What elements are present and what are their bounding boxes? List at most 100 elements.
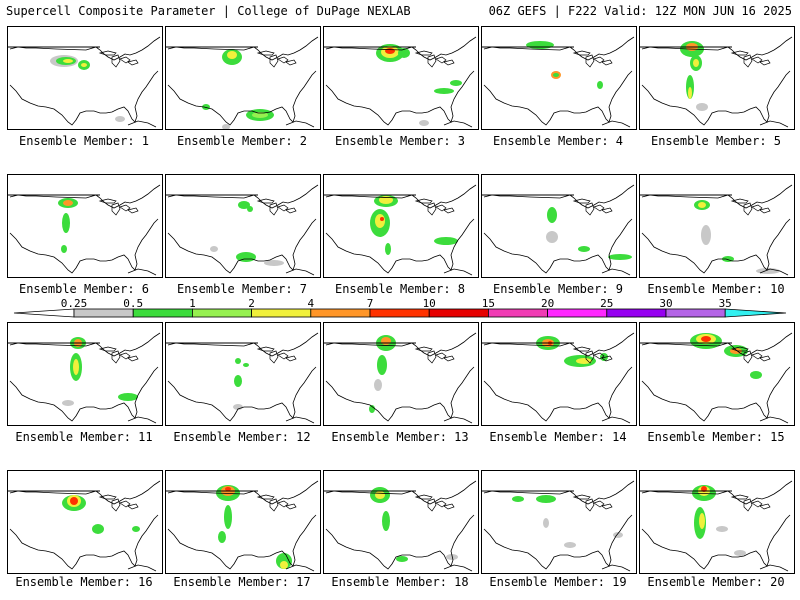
us-coastline bbox=[9, 366, 159, 422]
great-lake-outline bbox=[601, 503, 613, 510]
cuba-outline bbox=[759, 416, 789, 424]
great-lake-outline bbox=[285, 355, 297, 362]
scp-contour bbox=[553, 73, 559, 77]
us-coastline bbox=[9, 70, 159, 126]
great-lake-outline bbox=[435, 352, 447, 360]
great-lake-outline bbox=[572, 494, 591, 500]
cuba-outline bbox=[127, 564, 157, 572]
scp-contour bbox=[419, 120, 429, 126]
northeast-coastline bbox=[641, 184, 793, 209]
cuba-outline bbox=[443, 416, 473, 424]
scp-contour bbox=[118, 393, 138, 401]
colorbar-segment bbox=[665, 308, 726, 318]
great-lake-outline bbox=[601, 207, 613, 214]
cuba-outline bbox=[127, 268, 157, 276]
us-coastline bbox=[325, 218, 475, 274]
map-svg bbox=[324, 480, 477, 572]
great-lake-outline bbox=[435, 204, 447, 212]
ensemble-member-map bbox=[7, 26, 163, 130]
scp-contour bbox=[369, 405, 375, 413]
ensemble-member-map bbox=[7, 470, 163, 574]
great-lake-outline bbox=[285, 503, 297, 510]
ensemble-member-map bbox=[165, 470, 321, 574]
colorbar-tick-label: 30 bbox=[659, 297, 673, 310]
map-svg bbox=[324, 184, 477, 276]
great-lake-outline bbox=[443, 503, 455, 510]
great-lake-outline bbox=[119, 500, 131, 508]
us-coastline bbox=[167, 218, 317, 274]
great-lake-outline bbox=[730, 198, 749, 204]
us-coastline bbox=[483, 70, 633, 126]
scp-contour bbox=[222, 124, 230, 129]
ensemble-member-map bbox=[323, 174, 479, 278]
scp-contour bbox=[688, 87, 692, 99]
scp-contour bbox=[280, 561, 288, 569]
great-lake-outline bbox=[119, 352, 131, 360]
scp-contour bbox=[699, 513, 705, 529]
great-lake-outline bbox=[572, 346, 591, 352]
ensemble-member-map bbox=[165, 26, 321, 130]
cuba-outline bbox=[759, 268, 789, 276]
cuba-outline bbox=[285, 120, 315, 128]
us-coastline bbox=[641, 366, 791, 422]
great-lake-outline bbox=[743, 54, 753, 68]
great-lake-outline bbox=[443, 59, 455, 66]
colorbar-segment bbox=[369, 308, 430, 318]
map-svg bbox=[8, 36, 161, 128]
colorbar-tick-label: 10 bbox=[422, 297, 436, 310]
scp-contour bbox=[693, 59, 699, 67]
great-lake-outline bbox=[127, 355, 139, 362]
scp-contour bbox=[450, 80, 462, 86]
ensemble-member-map bbox=[7, 322, 163, 426]
great-lake-outline bbox=[593, 500, 605, 508]
northeast-coastline bbox=[325, 36, 477, 61]
ensemble-member-map bbox=[323, 322, 479, 426]
scp-contour bbox=[235, 358, 241, 364]
scp-contour bbox=[696, 103, 708, 111]
great-lake-outline bbox=[269, 54, 279, 68]
scp-contour bbox=[396, 556, 408, 562]
colorbar-left-arrow bbox=[13, 308, 75, 318]
ensemble-member-map bbox=[639, 26, 795, 130]
cuba-outline bbox=[601, 268, 631, 276]
cuba-outline bbox=[443, 564, 473, 572]
cuba-outline bbox=[443, 268, 473, 276]
northeast-coastline bbox=[483, 480, 635, 505]
great-lake-outline bbox=[414, 346, 433, 352]
ensemble-member-map bbox=[481, 26, 637, 130]
great-lake-outline bbox=[285, 59, 297, 66]
colorbar-segment bbox=[547, 308, 608, 318]
scp-contour bbox=[252, 112, 268, 118]
northeast-coastline bbox=[167, 480, 319, 505]
scp-contour bbox=[227, 51, 237, 59]
scp-contour bbox=[734, 550, 746, 556]
ensemble-member-map bbox=[323, 470, 479, 574]
northeast-coastline bbox=[167, 332, 319, 357]
scp-contour bbox=[264, 260, 284, 266]
colorbar-segment bbox=[191, 308, 252, 318]
scp-contour bbox=[564, 542, 576, 548]
ensemble-member-label: Ensemble Member: 12 bbox=[173, 430, 311, 444]
cuba-outline bbox=[601, 416, 631, 424]
map-svg bbox=[482, 36, 635, 128]
colorbar-tick-label: 20 bbox=[540, 297, 555, 310]
colorbar-tick-label: 35 bbox=[718, 297, 732, 310]
us-coastline bbox=[167, 366, 317, 422]
great-lake-outline bbox=[585, 350, 595, 364]
scp-contour bbox=[547, 207, 557, 223]
map-svg bbox=[640, 36, 793, 128]
ensemble-member-map bbox=[481, 470, 637, 574]
great-lake-outline bbox=[751, 56, 763, 64]
northeast-coastline bbox=[325, 184, 477, 209]
us-coastline bbox=[641, 70, 791, 126]
ensemble-member-map bbox=[639, 470, 795, 574]
cuba-outline bbox=[285, 268, 315, 276]
scp-contour bbox=[92, 524, 104, 534]
great-lake-outline bbox=[127, 59, 139, 66]
scp-contour bbox=[434, 88, 454, 94]
map-svg bbox=[324, 332, 477, 424]
colorbar-tick-label: 7 bbox=[366, 297, 374, 310]
great-lake-outline bbox=[759, 355, 771, 362]
scp-contour bbox=[379, 196, 393, 204]
ensemble-member-label: Ensemble Member: 6 bbox=[18, 282, 150, 296]
